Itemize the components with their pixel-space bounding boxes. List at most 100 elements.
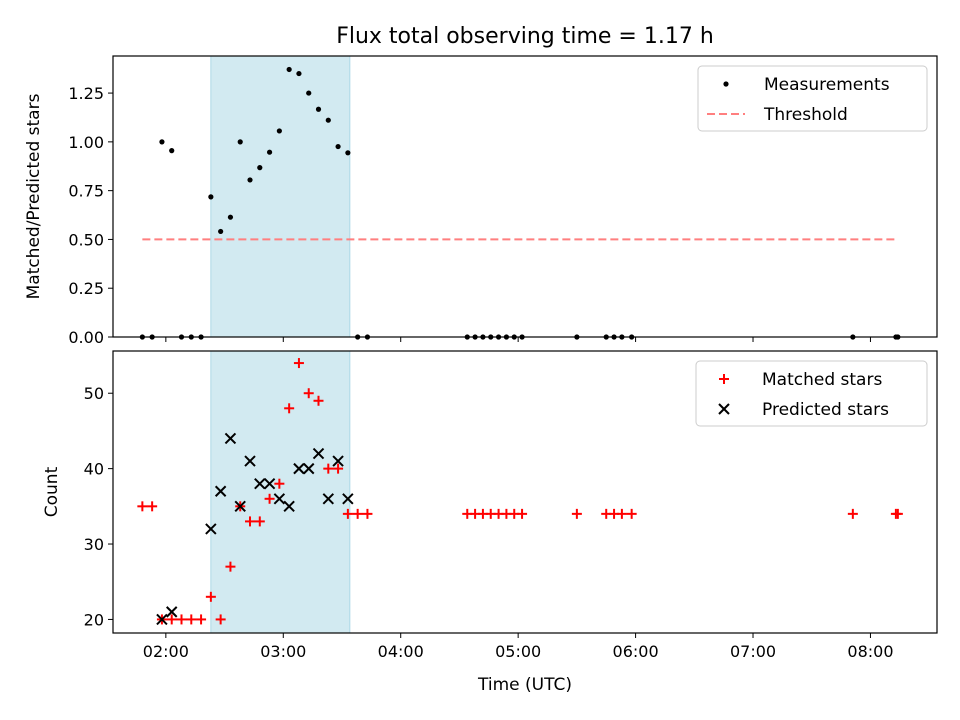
y-axis-label: Matched/Predicted stars [24, 93, 44, 299]
matched-star-point [303, 388, 314, 399]
matched-star-point [333, 463, 344, 474]
predicted-star-d2 [224, 432, 237, 445]
legend: Matched stars Predicted stars [695, 360, 928, 427]
panel-2: 20 30 40 50 02:00 03:00 04:00 05:00 06:00 07:00 08… [42, 350, 938, 661]
matched-star-point [313, 395, 324, 406]
observing-window-span [210, 56, 350, 337]
measurement-point [159, 139, 165, 145]
plots: 0.00 0.25 0.50 0.75 1.00 1.25 Matched/Predicte… [24, 55, 938, 661]
y-tick-label: 30 [84, 535, 104, 554]
matched-star-point [245, 516, 256, 527]
predicted-star-point [234, 500, 246, 513]
matched-star-point [225, 561, 236, 572]
predicted-star-point [303, 462, 315, 475]
predicted-star-point [156, 613, 168, 626]
y-tick-label: 0.50 [68, 230, 104, 249]
y-tick-label: 1.25 [68, 84, 104, 103]
measurement-point [335, 143, 341, 150]
predicted-star-d2 [263, 477, 276, 490]
predicted-star-point [342, 493, 354, 505]
matched-star-point [264, 493, 275, 504]
predicted-star-d2 [244, 455, 256, 467]
predicted-star-point [273, 493, 286, 505]
y-tick-label: 40 [84, 460, 104, 479]
observing-window-span [210, 351, 350, 633]
measurement-point [325, 117, 331, 123]
predicted-star-point [244, 455, 256, 467]
matched-star-point [284, 403, 295, 414]
legend-box [697, 65, 928, 132]
measurement-point [227, 214, 234, 220]
y-axis-label: Count [42, 466, 62, 517]
matched-star-point [517, 508, 528, 519]
axes-frame [112, 55, 938, 338]
predicted-star-point [166, 606, 178, 618]
predicted-star-d2 [303, 462, 315, 475]
matched-star-point [892, 508, 903, 519]
predicted-star-point [293, 462, 305, 475]
legend-marker-predicted [718, 403, 730, 415]
legend-marker-measurements [723, 81, 729, 87]
measurement-point [247, 177, 253, 183]
x-tick-label: 05:00 [495, 642, 541, 661]
matched-star-point [847, 508, 858, 519]
measurement-point [218, 228, 224, 235]
legend: Measurements Threshold [697, 65, 928, 132]
matched-star-point [352, 508, 363, 519]
predicted-star-d2 [293, 462, 305, 475]
legend-box [695, 360, 928, 427]
predicted-star-d2 [322, 493, 335, 505]
x-tick-label: 06:00 [613, 642, 659, 661]
y-tick-label: 0.75 [68, 182, 104, 201]
predicted-star-d2 [273, 493, 286, 505]
measurement-point [257, 165, 263, 171]
legend-label: Predicted stars [762, 400, 889, 420]
matched-star-point [293, 358, 304, 369]
x-tick-label: 02:00 [143, 642, 189, 661]
predicted-star-d2 [254, 477, 266, 490]
predicted-star-d2 [214, 485, 227, 497]
predicted-star-point [322, 493, 335, 505]
measurement-point [208, 194, 214, 200]
predicted-star-point [254, 477, 266, 490]
y-tick-label: 0.00 [68, 328, 104, 347]
matched-star-point [137, 501, 148, 512]
matched-star-point [254, 516, 265, 527]
matched-star-point [616, 508, 627, 519]
x-tick-label: 08:00 [847, 642, 893, 661]
predicted-star-d2 [205, 523, 217, 535]
matched-star-point [342, 508, 353, 519]
predicted-star-d2 [283, 500, 295, 513]
measurement-point [237, 139, 243, 145]
legend-label: Measurements [764, 75, 890, 95]
measurement-point [345, 150, 351, 156]
y-tick-label: 50 [84, 384, 104, 403]
series-predicted-stars [156, 432, 354, 626]
predicted-star-d2 [166, 606, 178, 618]
measurement-point [286, 66, 292, 73]
matched-star-point [215, 614, 226, 625]
predicted-star-d2 [312, 447, 325, 460]
matched-star-point [166, 614, 177, 625]
predicted-star-d2 [332, 455, 344, 467]
predicted-star-point [214, 485, 227, 497]
matched-star-point [362, 508, 373, 519]
chart-title: Flux total observing time = 1.17 h [336, 24, 714, 49]
predicted-star-point [332, 455, 344, 467]
predicted-star-point [263, 477, 276, 490]
predicted-star-point [224, 432, 237, 445]
predicted-star-d2 [156, 613, 168, 626]
predicted-star-d2 [342, 493, 354, 505]
measurement-point [266, 149, 273, 155]
y-tick-label: 20 [84, 610, 104, 629]
matched-star-point [186, 614, 197, 625]
predicted-star-point [283, 500, 295, 513]
predicted-star-point [205, 523, 217, 535]
matched-star-point [571, 508, 582, 519]
measurement-point [169, 148, 175, 154]
legend-label: Matched stars [762, 370, 882, 390]
measurement-point [276, 128, 282, 134]
y-tick-label: 0.25 [68, 279, 104, 298]
matched-star-point [274, 478, 285, 489]
